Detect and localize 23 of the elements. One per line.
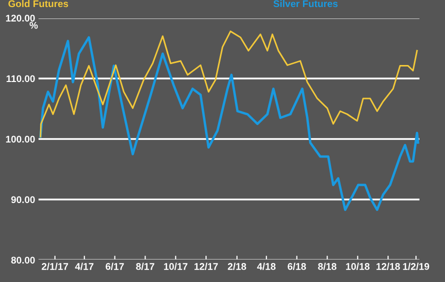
x-tick-label: 8/18 xyxy=(318,262,336,270)
y-tick-label: 80.00 xyxy=(11,256,35,264)
x-tick-label: 4/17 xyxy=(75,262,94,270)
line-series xyxy=(40,30,418,138)
x-tick-label: 12/17 xyxy=(194,262,218,270)
text: Gold Futures xyxy=(8,0,68,8)
x-tick-label: 4/18 xyxy=(257,262,276,270)
x-tick-label: 6/17 xyxy=(106,262,124,270)
line-series xyxy=(39,36,420,211)
y-tick-label: 100.00 xyxy=(6,136,35,143)
x-tick-label: 1/2/19 xyxy=(403,262,430,270)
y-tick-label: 90.00 xyxy=(11,196,35,204)
text: Silver Futures xyxy=(273,0,338,8)
x-tick-label: 8/17 xyxy=(136,262,154,270)
y-axis-title: % xyxy=(30,22,38,29)
x-tick-label: 6/18 xyxy=(288,262,306,270)
x-tick-label: 10/18 xyxy=(346,262,370,270)
x-tick-label: 2/1/17 xyxy=(42,262,68,270)
x-tick-label: 10/17 xyxy=(164,262,188,270)
y-tick-label: 120.00 xyxy=(6,14,35,22)
y-tick-label: 110.00 xyxy=(6,75,35,82)
x-tick-label: 12/18 xyxy=(376,262,400,270)
x-tick-label: 2/18 xyxy=(228,262,246,270)
